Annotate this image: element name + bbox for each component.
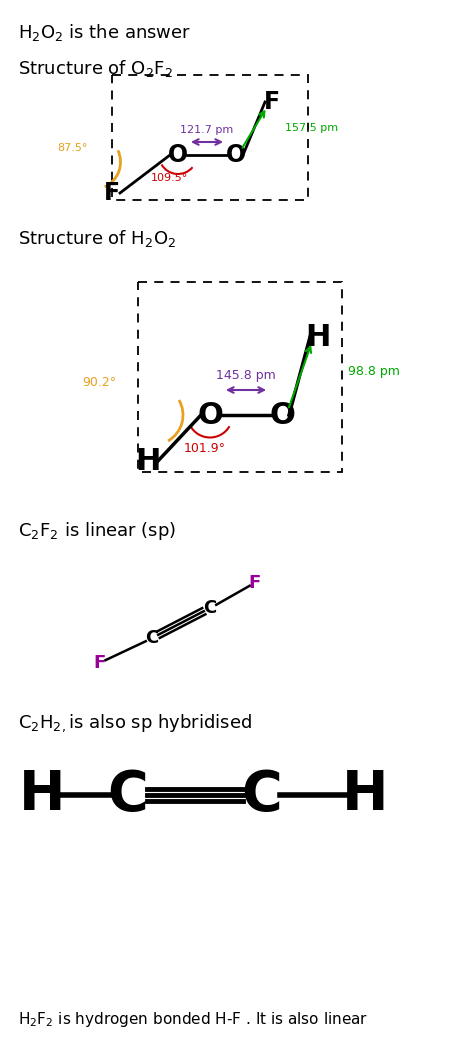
Text: O: O: [269, 400, 295, 430]
Text: 109.5°: 109.5°: [151, 173, 188, 183]
Text: C: C: [108, 768, 148, 822]
Text: C: C: [242, 768, 283, 822]
Text: H$_2$F$_2$ is hydrogen bonded H-F . It is also linear: H$_2$F$_2$ is hydrogen bonded H-F . It i…: [18, 1010, 368, 1029]
Text: C$_2$H$_2$$_,$is also sp hybridised: C$_2$H$_2$$_,$is also sp hybridised: [18, 712, 252, 734]
Text: Structure of H$_2$O$_2$: Structure of H$_2$O$_2$: [18, 229, 176, 249]
Text: C: C: [203, 599, 217, 617]
Text: H$_2$O$_2$ is the answer: H$_2$O$_2$ is the answer: [18, 22, 191, 43]
Text: F: F: [94, 654, 106, 672]
Text: O: O: [226, 143, 246, 167]
Text: F: F: [104, 181, 120, 205]
Text: C: C: [146, 629, 159, 647]
Text: 157.5 pm: 157.5 pm: [285, 123, 338, 133]
Text: H: H: [305, 322, 331, 352]
Text: 98.8 pm: 98.8 pm: [348, 365, 400, 378]
Text: 90.2°: 90.2°: [82, 376, 116, 389]
Text: 87.5°: 87.5°: [57, 143, 87, 153]
Text: H: H: [342, 768, 388, 822]
Text: C$_2$F$_2$ is linear (sp): C$_2$F$_2$ is linear (sp): [18, 520, 176, 542]
Text: Structure of O$_2$F$_2$: Structure of O$_2$F$_2$: [18, 58, 173, 79]
Text: O: O: [197, 400, 223, 430]
Text: O: O: [168, 143, 188, 167]
Text: 121.7 pm: 121.7 pm: [181, 125, 234, 135]
Text: F: F: [249, 574, 261, 592]
Text: H: H: [19, 768, 65, 822]
Text: H: H: [135, 448, 161, 477]
Text: 101.9°: 101.9°: [184, 442, 226, 455]
Text: 145.8 pm: 145.8 pm: [216, 369, 276, 382]
Text: F: F: [264, 90, 280, 114]
